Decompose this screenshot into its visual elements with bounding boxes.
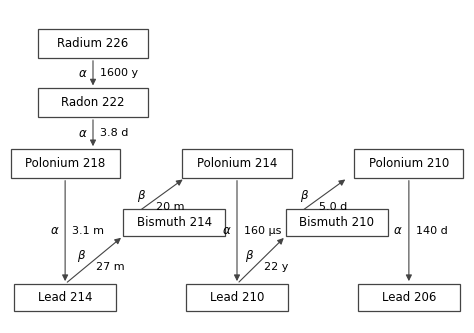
Text: Lead 214: Lead 214 xyxy=(38,291,92,304)
Text: 20 m: 20 m xyxy=(156,202,185,212)
Text: 3.1 m: 3.1 m xyxy=(72,226,104,236)
FancyBboxPatch shape xyxy=(38,29,147,58)
Text: β: β xyxy=(137,189,145,202)
Text: Radium 226: Radium 226 xyxy=(57,37,128,50)
Text: β: β xyxy=(245,249,252,262)
Text: 5.0 d: 5.0 d xyxy=(319,202,347,212)
Text: 22 y: 22 y xyxy=(264,262,288,272)
Text: 3.8 d: 3.8 d xyxy=(100,128,128,138)
Text: β: β xyxy=(77,249,85,262)
Text: Bismuth 214: Bismuth 214 xyxy=(137,216,212,229)
Text: Polonium 214: Polonium 214 xyxy=(197,157,277,170)
FancyBboxPatch shape xyxy=(358,284,460,311)
Text: 1600 y: 1600 y xyxy=(100,68,138,78)
Text: Bismuth 210: Bismuth 210 xyxy=(300,216,374,229)
Text: 140 d: 140 d xyxy=(416,226,447,236)
Text: α: α xyxy=(222,224,230,237)
Text: 160 μs: 160 μs xyxy=(244,226,282,236)
Text: α: α xyxy=(394,224,402,237)
FancyBboxPatch shape xyxy=(354,149,464,178)
Text: α: α xyxy=(78,67,86,80)
Text: α: α xyxy=(50,224,58,237)
Text: β: β xyxy=(300,189,307,202)
Text: Polonium 218: Polonium 218 xyxy=(25,157,105,170)
Text: Radon 222: Radon 222 xyxy=(61,96,125,109)
Text: α: α xyxy=(78,127,86,140)
FancyBboxPatch shape xyxy=(123,209,226,236)
FancyBboxPatch shape xyxy=(14,284,116,311)
Text: 27 m: 27 m xyxy=(97,262,125,272)
Text: Lead 210: Lead 210 xyxy=(210,291,264,304)
Text: Polonium 210: Polonium 210 xyxy=(369,157,449,170)
FancyBboxPatch shape xyxy=(182,149,292,178)
FancyBboxPatch shape xyxy=(38,88,147,117)
FancyBboxPatch shape xyxy=(286,209,388,236)
Text: Lead 206: Lead 206 xyxy=(382,291,436,304)
FancyBboxPatch shape xyxy=(10,149,120,178)
FancyBboxPatch shape xyxy=(186,284,288,311)
